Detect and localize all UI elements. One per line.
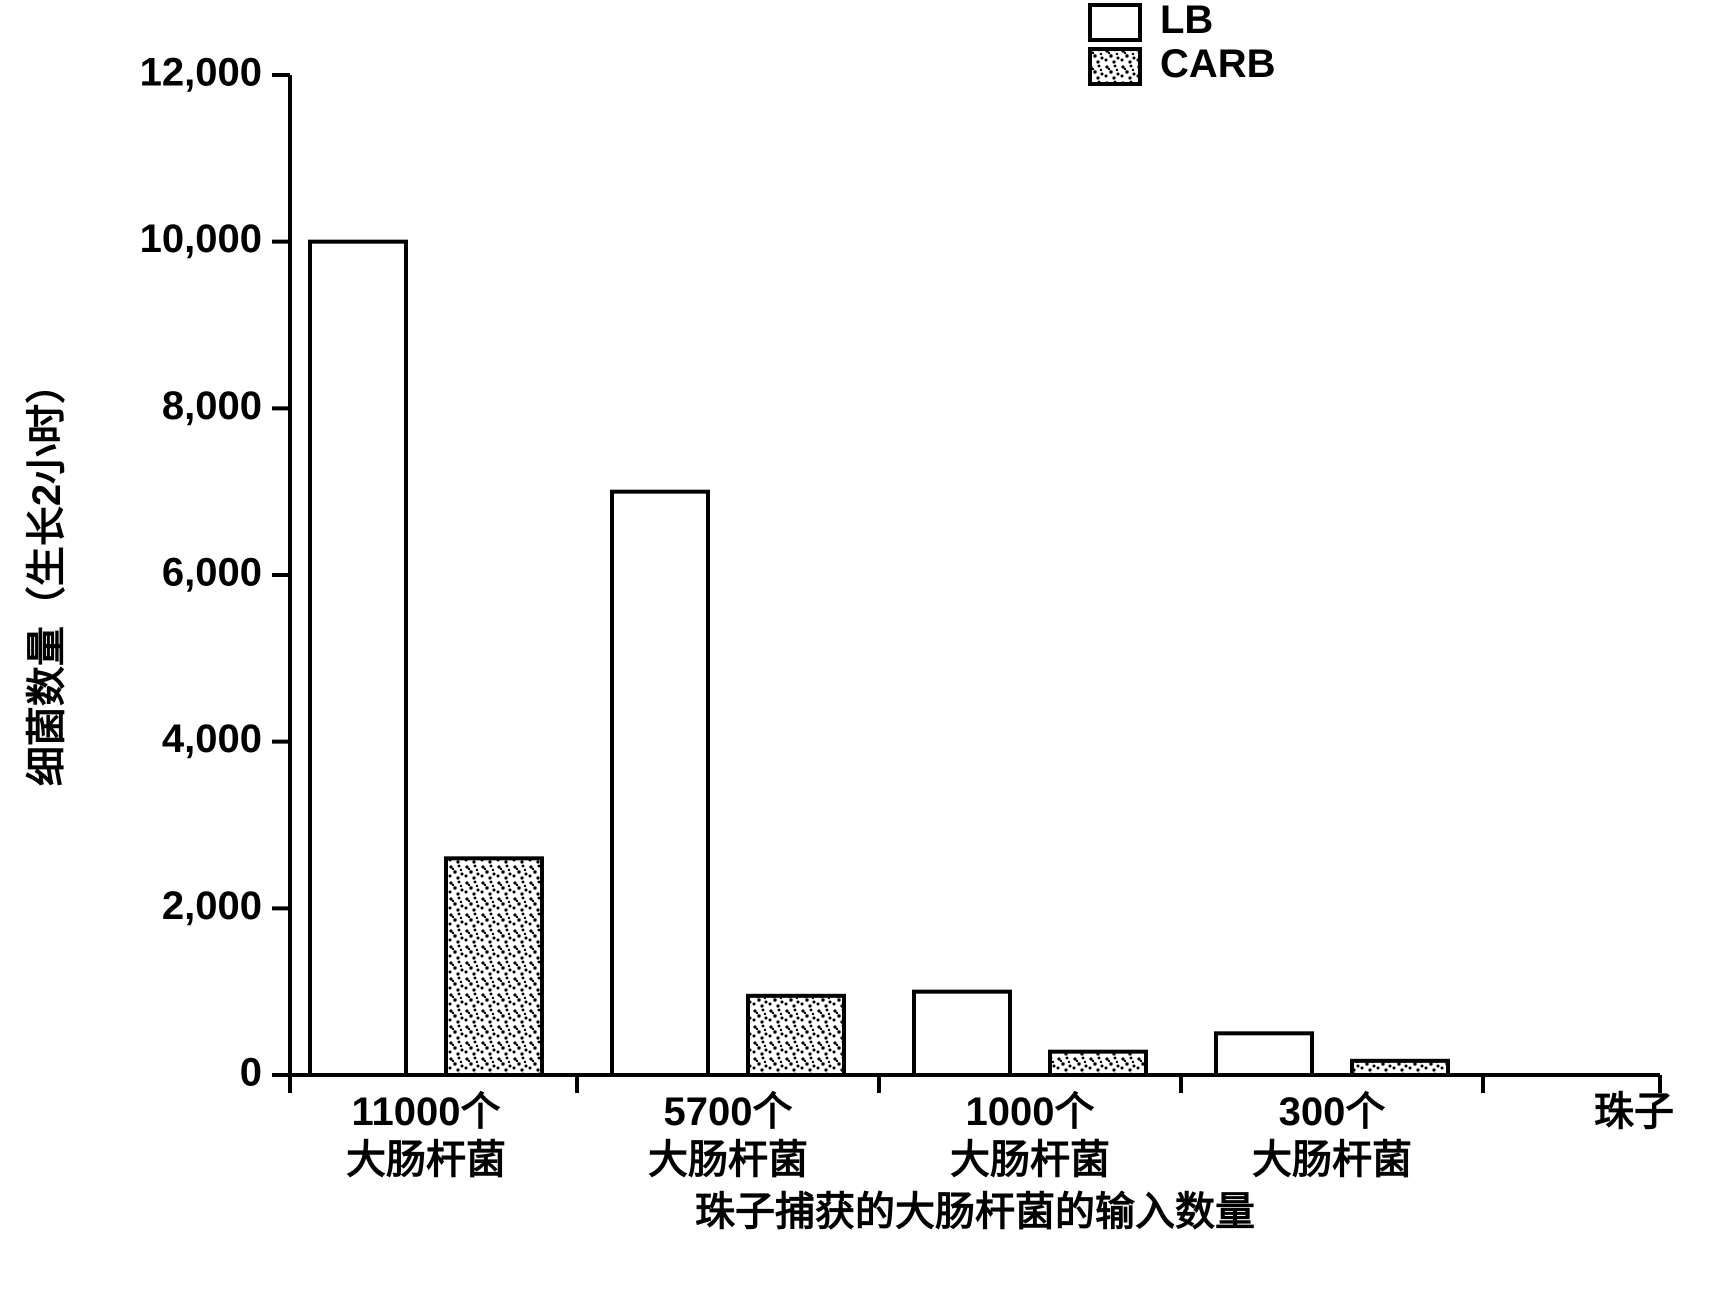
- y-tick-label: 10,000: [140, 217, 262, 261]
- x-category-line2: 大肠杆菌: [950, 1138, 1110, 1182]
- bar-CARB-1: [748, 996, 844, 1075]
- x-category-line2: 大肠杆菌: [648, 1138, 808, 1182]
- x-category-line1: 11000个: [351, 1090, 500, 1134]
- legend-swatch-CARB: [1090, 49, 1140, 84]
- y-tick-label: 12,000: [140, 51, 262, 95]
- bar-CARB-2: [1050, 1052, 1146, 1075]
- bar-LB-1: [612, 492, 708, 1075]
- x-category-line1: 珠子: [1594, 1090, 1674, 1134]
- bar-LB-3: [1216, 1033, 1312, 1075]
- bar-LB-2: [914, 992, 1010, 1075]
- y-tick-label: 2,000: [162, 884, 262, 928]
- x-category-line2: 大肠杆菌: [1252, 1138, 1412, 1182]
- x-category-line1: 1000个: [966, 1090, 1095, 1134]
- legend-swatch-LB: [1090, 5, 1140, 40]
- legend-label: CARB: [1160, 42, 1276, 86]
- y-axis-title: 细菌数量（生长2小时）: [25, 364, 69, 786]
- chart-container: { "chart": { "type": "grouped-bar", "bac…: [0, 0, 1714, 1308]
- legend-label: LB: [1160, 0, 1213, 42]
- y-tick-label: 8,000: [162, 384, 262, 428]
- bar-LB-0: [310, 242, 406, 1075]
- x-axis-title: 珠子捕获的大肠杆菌的输入数量: [695, 1190, 1255, 1234]
- y-tick-label: 6,000: [162, 551, 262, 595]
- x-category-line1: 300个: [1279, 1090, 1386, 1134]
- bar-CARB-0: [446, 858, 542, 1075]
- x-category-line2: 大肠杆菌: [346, 1138, 506, 1182]
- bar-CARB-3: [1352, 1061, 1448, 1075]
- y-tick-label: 4,000: [162, 717, 262, 761]
- x-category-line1: 5700个: [664, 1090, 793, 1134]
- y-tick-label: 0: [240, 1051, 262, 1095]
- bar-chart: 0 2,000 4,000 6,000 8,000 10,000 12,000 细菌数量（生长…: [0, 0, 1714, 1308]
